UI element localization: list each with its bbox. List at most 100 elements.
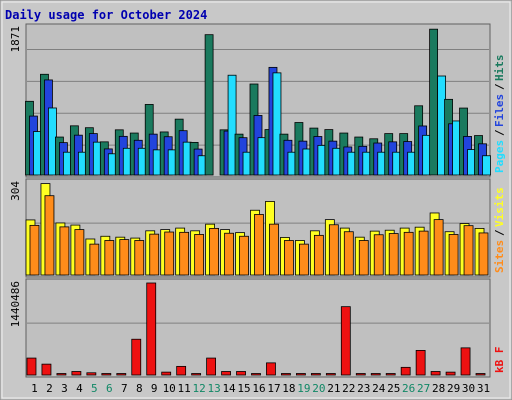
bar-sites-day-28: [433, 219, 444, 276]
bar-kb-f-day-12: [191, 373, 202, 376]
bar-kb-f-day-10: [161, 371, 172, 376]
bar-hits-day-13: [204, 34, 214, 176]
bar-sites-day-30: [463, 225, 474, 276]
bar-kb-f-day-19: [296, 373, 306, 376]
bar-sites-day-27: [418, 230, 429, 276]
bar-kb-f-day-26: [400, 366, 411, 376]
x-tick-label-day-14: 14: [222, 382, 236, 395]
legend-pages: Pages: [493, 140, 506, 173]
bar-sites-day-14: [224, 232, 234, 276]
bar-sites-day-29: [448, 234, 459, 276]
x-tick-label-day-6: 6: [106, 382, 113, 395]
x-tick-label-day-29: 29: [447, 382, 460, 395]
bar-kb-f-day-20: [310, 373, 321, 376]
x-tick-label-day-4: 4: [76, 382, 83, 395]
bar-sites-day-1: [29, 224, 40, 276]
bar-sites-day-7: [119, 239, 130, 276]
bar-kb-f-day-8: [131, 338, 142, 376]
legend-bottom: kB F: [493, 347, 506, 374]
bar-kb-f-day-16: [251, 373, 261, 376]
bar-sites-day-8: [134, 240, 145, 276]
bar-sites-day-9: [149, 233, 160, 276]
legend-visits: Visits: [493, 187, 506, 227]
bar-kb-f-day-5: [86, 372, 97, 376]
bar-kb-f-day-25: [385, 373, 396, 376]
x-tick-label-day-8: 8: [136, 382, 143, 395]
bar-sites-day-17: [269, 223, 279, 276]
x-tick-label-day-19: 19: [297, 382, 310, 395]
bar-pages-day-17: [272, 72, 282, 176]
bar-sites-day-16: [254, 214, 264, 276]
bar-sites-day-4: [74, 229, 85, 276]
x-tick-label-day-16: 16: [252, 382, 265, 395]
bar-sites-day-19: [299, 243, 309, 276]
bar-kb-f-day-15: [236, 371, 246, 376]
x-tick-label-day-21: 21: [327, 382, 340, 395]
x-tick-label-day-20: 20: [312, 382, 325, 395]
legend-middle: Sites / Visits: [493, 187, 506, 273]
bar-sites-day-26: [403, 231, 414, 276]
x-tick-label-day-30: 30: [462, 382, 475, 395]
bar-kb-f-day-22: [340, 306, 351, 376]
x-tick-label-day-31: 31: [477, 382, 490, 395]
bar-sites-day-22: [343, 231, 354, 276]
panel-middle: 304 Sites / Visits: [9, 178, 506, 278]
bar-sites-day-20: [313, 234, 324, 276]
x-tick-label-day-12: 12: [193, 382, 206, 395]
legend-top: Pages/Files/Hits: [493, 55, 506, 174]
x-tick-label-day-18: 18: [282, 382, 295, 395]
bar-kb-f-day-6: [101, 373, 112, 376]
x-tick-label-day-7: 7: [121, 382, 128, 395]
plot-area-bottom: [25, 278, 491, 378]
x-tick-label-day-25: 25: [387, 382, 400, 395]
bar-kb-f-day-31: [475, 373, 486, 376]
bar-sites-day-31: [478, 232, 489, 276]
bar-sites-day-10: [164, 231, 175, 276]
x-tick-label-day-23: 23: [357, 382, 370, 395]
x-tick-label-day-11: 11: [178, 382, 191, 395]
legend-sites: Sites: [493, 240, 506, 273]
x-tick-label-day-13: 13: [207, 382, 220, 395]
legend-hits: Hits: [493, 55, 506, 82]
x-tick-label-day-2: 2: [46, 382, 53, 395]
bar-pages-day-14: [227, 74, 237, 176]
x-tick-label-day-24: 24: [372, 382, 386, 395]
bar-sites-day-3: [59, 226, 70, 276]
bar-kb-f-day-7: [116, 373, 127, 376]
x-tick-label-day-15: 15: [237, 382, 250, 395]
bar-kb-f-day-24: [370, 373, 381, 376]
legend-files: Files: [493, 94, 506, 127]
bar-kb-f-day-4: [71, 371, 82, 376]
bar-sites-day-11: [179, 231, 190, 276]
x-tick-label-day-10: 10: [163, 382, 176, 395]
bar-sites-day-6: [104, 240, 115, 276]
bar-kb-f-day-21: [325, 373, 336, 376]
bar-sites-day-23: [358, 240, 369, 276]
bar-kb-f-day-2: [41, 363, 52, 376]
legend-separator: /: [493, 83, 506, 90]
bar-sites-day-5: [89, 243, 100, 276]
bar-kb-f-day-11: [176, 365, 187, 376]
legend-separator: /: [493, 129, 506, 136]
x-tick-label-day-22: 22: [342, 382, 355, 395]
bar-kb-f-day-28: [430, 371, 441, 376]
x-tick-label-day-27: 27: [417, 382, 430, 395]
bar-kb-f-day-3: [56, 373, 67, 376]
bar-sites-day-15: [239, 235, 249, 276]
bar-sites-day-13: [209, 227, 219, 276]
x-tick-label-day-3: 3: [61, 382, 68, 395]
bar-sites-day-21: [328, 224, 339, 276]
y-max-label-top: 1871: [9, 26, 22, 53]
bar-kb-f-day-18: [281, 373, 291, 376]
bar-kb-f-day-23: [355, 373, 366, 376]
bar-kb-f-day-29: [445, 371, 456, 376]
bar-sites-day-24: [373, 234, 384, 276]
panel-bottom: 1440486 kB F: [9, 278, 506, 378]
bar-hits-day-28: [429, 28, 439, 176]
bar-sites-day-2: [44, 195, 55, 276]
bar-kb-f-day-9: [146, 282, 157, 376]
